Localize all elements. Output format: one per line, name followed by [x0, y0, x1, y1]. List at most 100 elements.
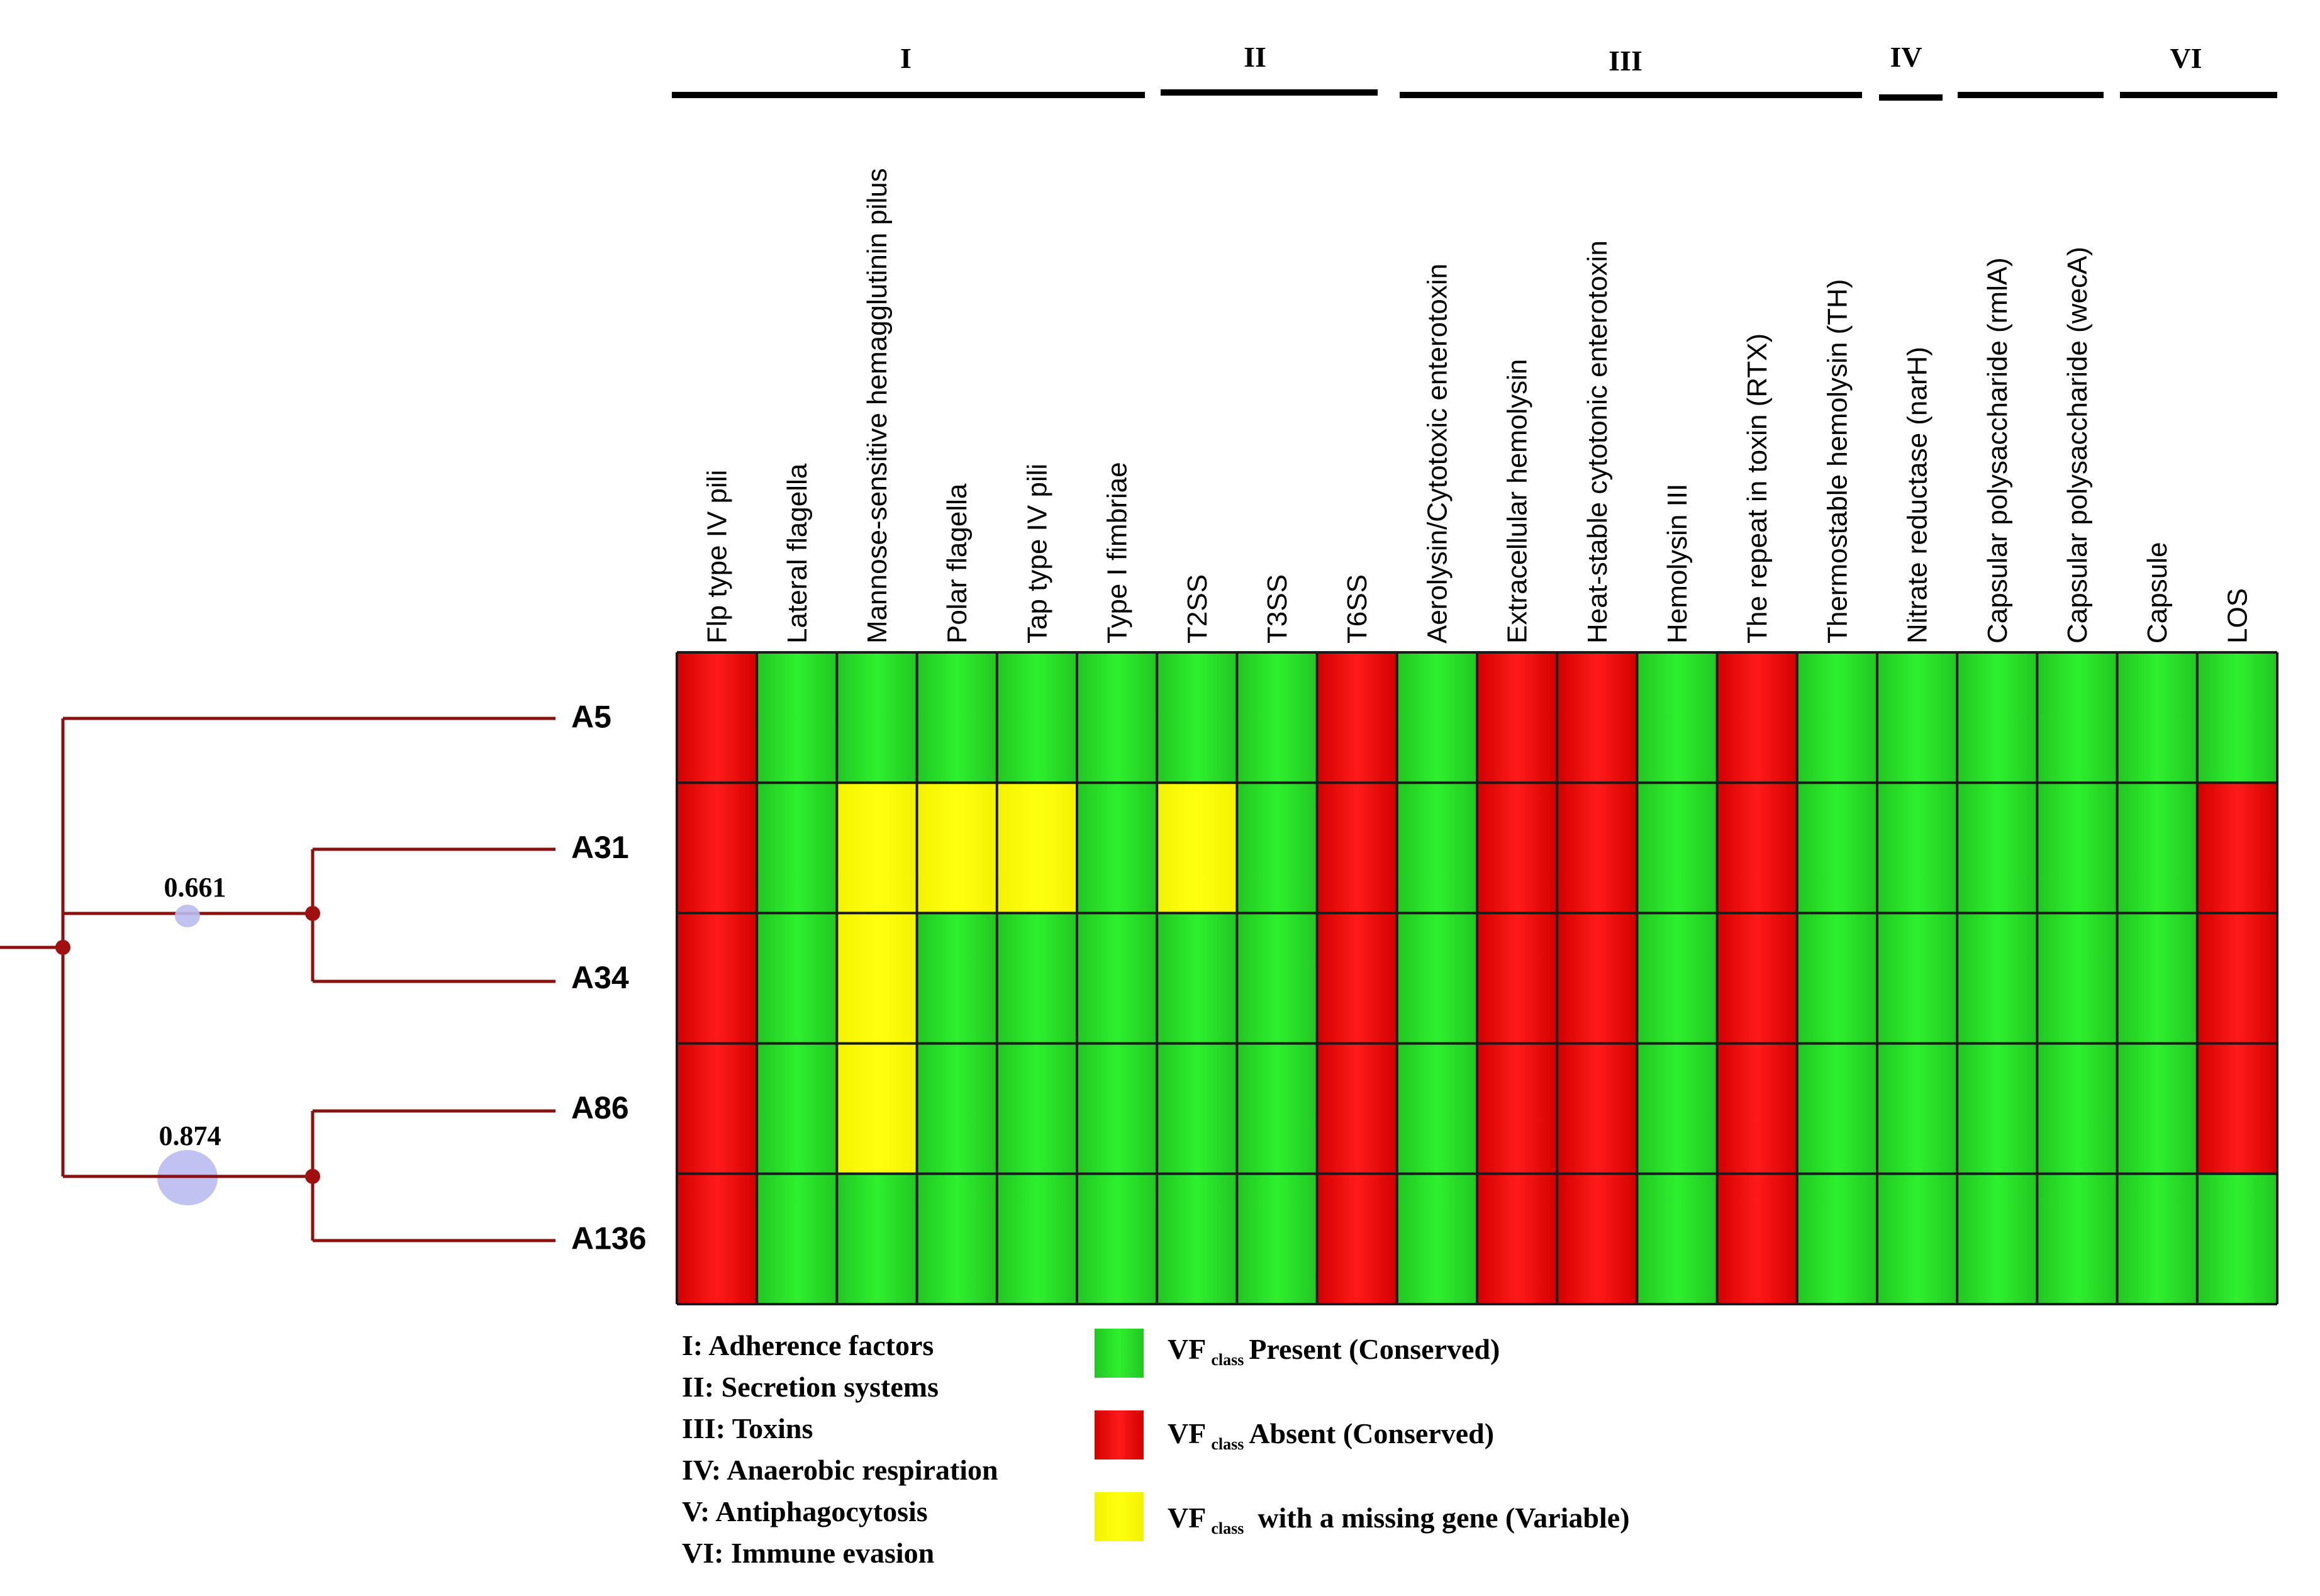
- heatmap-cell: [2117, 1043, 2197, 1174]
- heatmap-cell: [1477, 783, 1558, 913]
- group-legend-item: III: Toxins: [682, 1412, 813, 1444]
- heatmap-cell: [1157, 1173, 1237, 1304]
- heatmap-cell: [2037, 783, 2117, 913]
- heatmap-cell: [757, 783, 837, 913]
- heatmap-cell: [1717, 913, 1797, 1044]
- row-label: A136: [571, 1220, 647, 1256]
- heatmap-cell: [1077, 1043, 1157, 1174]
- column-label: LOS: [2222, 588, 2253, 644]
- heatmap-cell: [677, 783, 757, 913]
- heatmap-cell: [1077, 1173, 1157, 1304]
- group-label-IV: IV: [1890, 41, 1922, 73]
- heatmap-cell: [1397, 652, 1477, 783]
- heatmap-cell: [996, 1173, 1077, 1304]
- heatmap-cell: [1877, 1043, 1958, 1174]
- heatmap-cell: [837, 1043, 917, 1174]
- heatmap-cell: [2197, 913, 2277, 1044]
- column-label: Mannose-sensitive hemagglutinin pilus: [862, 168, 893, 644]
- legend-text-absent: VF class Absent (Conserved): [1168, 1417, 1494, 1453]
- heatmap-cell: [837, 652, 917, 783]
- heatmap-cell: [2037, 1043, 2117, 1174]
- bootstrap-value-clade1: 0.661: [164, 872, 226, 903]
- group-header-layer: I II III IV VI: [672, 41, 2277, 101]
- heatmap-cell: [1157, 1043, 1237, 1174]
- heatmap-cell: [1477, 652, 1558, 783]
- group-legend: I: Adherence factors II: Secretion syste…: [682, 1329, 998, 1569]
- heatmap-cell: [1637, 913, 1717, 1044]
- heatmap-cell: [2197, 783, 2277, 913]
- heatmap-cell: [1077, 652, 1157, 783]
- row-label: A86: [571, 1090, 629, 1125]
- heatmap-cell: [1157, 783, 1237, 913]
- heatmap-cell: [917, 783, 997, 913]
- heatmap-cell: [1637, 652, 1717, 783]
- group-legend-item: VI: Immune evasion: [682, 1537, 934, 1569]
- group-label-VI: VI: [2170, 42, 2202, 74]
- heatmap-cell: [2117, 783, 2197, 913]
- heatmap-cell: [2037, 1173, 2117, 1304]
- group-legend-item: IV: Anaerobic respiration: [682, 1454, 998, 1486]
- tree-node-clade1: [305, 906, 320, 921]
- heatmap-cell: [917, 652, 997, 783]
- heatmap-cell: [2197, 652, 2277, 783]
- heatmap-cell: [757, 1043, 837, 1174]
- column-label: Thermostable hemolysin (TH): [1822, 279, 1853, 644]
- legend-swatch-variable: [1095, 1492, 1144, 1541]
- heatmap-cell: [1237, 1173, 1317, 1304]
- row-label: A5: [571, 700, 611, 735]
- column-label: Flp type IV pili: [702, 470, 733, 644]
- heatmap-cell: [1237, 913, 1317, 1044]
- heatmap-cell: [1797, 1043, 1877, 1174]
- heatmap-cell: [1877, 783, 1958, 913]
- bootstrap-markers: 0.661 0.874: [157, 872, 226, 1205]
- heatmap-cell: [757, 913, 837, 1044]
- heatmap-cell: [1237, 652, 1317, 783]
- heatmap-cell: [996, 913, 1077, 1044]
- heatmap-cell: [917, 1043, 997, 1174]
- heatmap-cell: [1717, 652, 1797, 783]
- heatmap-cell: [2197, 1173, 2277, 1304]
- heatmap-cell: [1237, 1043, 1317, 1174]
- legend-swatch-present: [1095, 1329, 1144, 1378]
- heatmap-cell: [996, 783, 1077, 913]
- heatmap-cell: [1157, 652, 1237, 783]
- heatmap-cell: [1317, 1173, 1397, 1304]
- group-legend-item: V: Antiphagocytosis: [682, 1495, 928, 1527]
- column-label: Capsular polysaccharide (rmlA): [1982, 257, 2013, 644]
- heatmap-cell: [917, 1173, 997, 1304]
- heatmap-cell: [1557, 913, 1637, 1044]
- dendrogram: [0, 717, 555, 1242]
- bootstrap-value-clade2: 0.874: [159, 1120, 221, 1151]
- heatmap-cell: [677, 1173, 757, 1304]
- heatmap-cell: [837, 913, 917, 1044]
- heatmap-cell: [1637, 1173, 1717, 1304]
- heatmap-cell: [1557, 1043, 1637, 1174]
- heatmap-cell: [757, 652, 837, 783]
- heatmap-cell: [2197, 1043, 2277, 1174]
- heatmap-cell: [1397, 783, 1477, 913]
- heatmap-cell: [1477, 1173, 1558, 1304]
- group-header-III: III: [1400, 45, 1862, 98]
- row-label: A34: [571, 960, 629, 995]
- heatmap-cell: [837, 1173, 917, 1304]
- heatmap-cell: [996, 652, 1077, 783]
- column-label: Lateral flagella: [782, 463, 813, 644]
- heatmap-cell: [1797, 652, 1877, 783]
- heatmap-cell: [1637, 1043, 1717, 1174]
- heatmap-cell: [2117, 1173, 2197, 1304]
- heatmap-cell: [1957, 783, 2038, 913]
- column-labels: Flp type IV pili Lateral flagella Mannose-…: [702, 168, 2253, 644]
- heatmap-cell: [2117, 652, 2197, 783]
- row-labels: A5 A31 A34 A86 A136: [571, 700, 647, 1256]
- group-label-II: II: [1244, 41, 1266, 73]
- heatmap-cell: [2037, 652, 2117, 783]
- heatmap-cell: [1317, 1043, 1397, 1174]
- tree-nodes: [55, 906, 320, 1184]
- legend-swatch-absent: [1095, 1410, 1144, 1459]
- column-label: Tap type IV pili: [1022, 464, 1052, 644]
- heatmap-cell: [1077, 913, 1157, 1044]
- group-header-VI: VI: [2120, 42, 2277, 98]
- group-header-IV: IV: [1879, 41, 1943, 101]
- color-legend-variable: VF class with a missing gene (Variable): [1095, 1492, 1630, 1541]
- heatmap-cell: [1957, 1043, 2038, 1174]
